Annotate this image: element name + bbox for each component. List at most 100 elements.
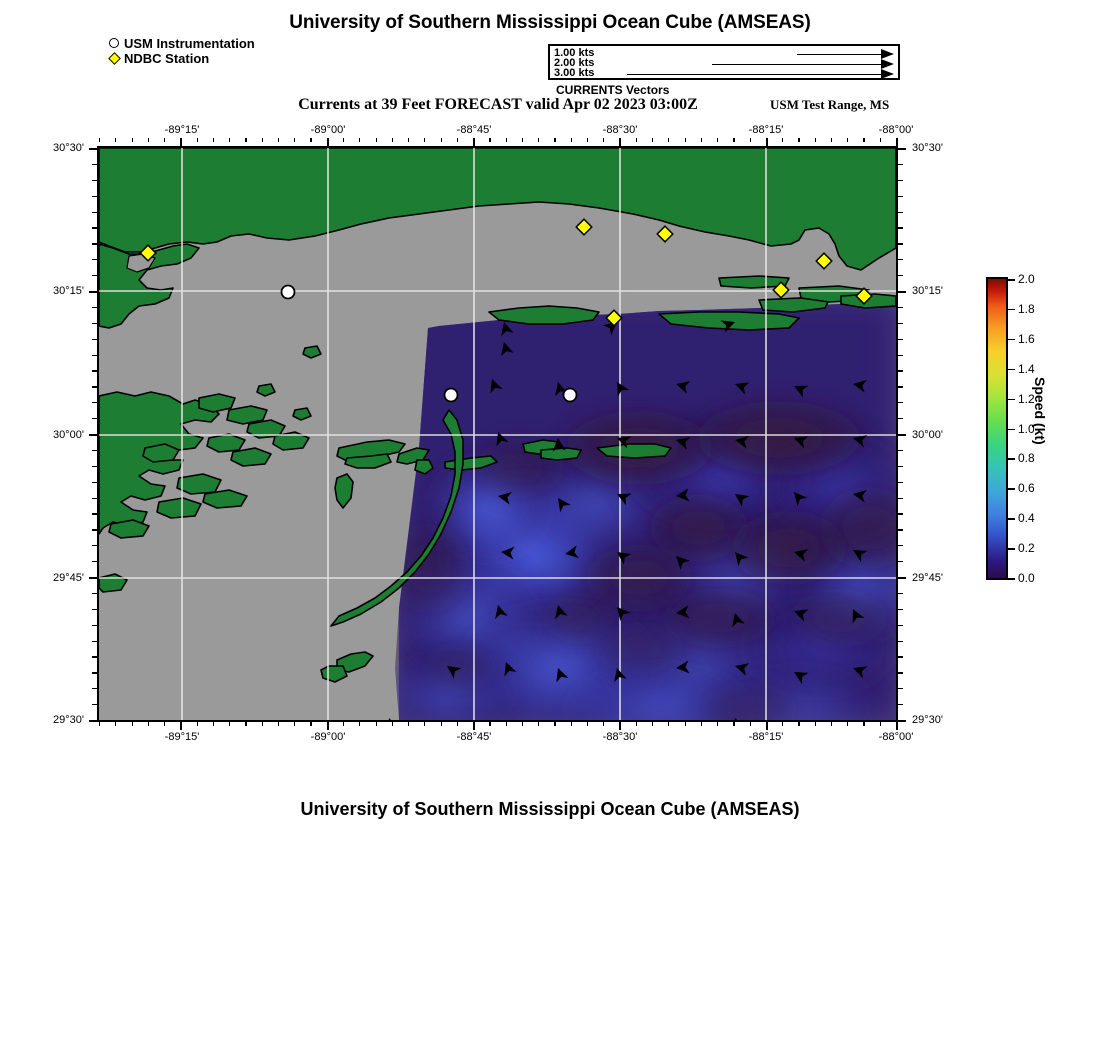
axis-minor-tick xyxy=(782,138,784,142)
axis-major-tick xyxy=(473,138,476,146)
axis-minor-tick xyxy=(898,227,903,229)
usm-instrumentation-marker[interactable] xyxy=(562,387,578,403)
axis-minor-tick xyxy=(245,138,247,142)
barrier-island-petit-bois xyxy=(596,443,672,459)
colorbar-tick xyxy=(1008,518,1015,520)
axis-minor-tick xyxy=(92,561,97,563)
current-vector-arrow xyxy=(794,436,809,449)
axis-minor-tick xyxy=(92,688,97,690)
axis-minor-tick xyxy=(554,722,556,726)
vector-scale-label-1kt: 1.00 kts xyxy=(554,47,595,59)
barrier-island-east-2 xyxy=(840,293,896,309)
ndbc-station-marker[interactable] xyxy=(815,252,833,270)
graticule-layer xyxy=(99,148,896,720)
axis-minor-tick xyxy=(700,722,702,726)
axis-major-tick xyxy=(89,148,97,150)
axis-minor-tick xyxy=(814,138,816,142)
delta-marsh-patch-6 xyxy=(230,447,272,467)
axis-major-tick xyxy=(898,148,906,150)
colorbar-tick-label: 1.0 xyxy=(1018,421,1035,436)
mississippi-delta-marsh xyxy=(99,391,220,535)
axis-minor-tick xyxy=(164,138,166,142)
axis-minor-tick xyxy=(635,138,637,142)
axis-minor-tick xyxy=(99,138,101,142)
axis-minor-tick xyxy=(391,722,393,726)
current-vector-arrow xyxy=(558,498,571,513)
axis-minor-tick xyxy=(898,386,903,388)
axis-minor-tick xyxy=(898,545,903,547)
ndbc-station-marker[interactable] xyxy=(855,287,873,305)
current-vector-arrow xyxy=(794,549,809,562)
current-vector-arrow xyxy=(555,382,568,397)
colorbar-tick xyxy=(1008,488,1015,490)
current-vector-arrow xyxy=(676,605,690,619)
axis-minor-tick xyxy=(489,722,491,726)
x-axis-ticks-bottom xyxy=(97,722,898,730)
axis-minor-tick xyxy=(717,722,719,726)
axis-major-tick xyxy=(765,722,768,730)
axis-minor-tick xyxy=(898,449,903,452)
ndbc-station-marker[interactable] xyxy=(575,218,593,236)
barrier-island-dauphin-west xyxy=(488,305,600,325)
current-vector-arrow xyxy=(794,492,808,507)
axis-minor-tick xyxy=(310,138,312,142)
usm-instrumentation-marker[interactable] xyxy=(443,387,459,403)
axis-minor-tick xyxy=(92,672,97,674)
colorbar-tick-label: 0.4 xyxy=(1018,511,1035,526)
axis-minor-tick xyxy=(898,608,903,610)
delta-marsh-speck-2 xyxy=(292,407,312,421)
axis-major-tick xyxy=(89,434,97,436)
axis-minor-tick xyxy=(898,354,903,356)
usm-instrumentation-marker[interactable] xyxy=(280,284,296,300)
axis-minor-tick xyxy=(879,722,881,726)
axis-minor-tick xyxy=(456,722,459,726)
axis-minor-tick xyxy=(733,138,735,142)
axis-minor-tick xyxy=(261,722,263,726)
current-vector-arrow xyxy=(852,609,865,624)
axis-minor-tick xyxy=(898,513,903,515)
axis-minor-tick xyxy=(92,624,97,626)
axis-minor-tick xyxy=(847,138,849,142)
axis-minor-tick xyxy=(196,722,198,726)
current-vector-arrow xyxy=(676,660,690,674)
axis-minor-tick xyxy=(408,138,410,142)
axis-minor-tick xyxy=(898,704,903,706)
axis-minor-tick xyxy=(310,722,312,726)
current-vector-arrow xyxy=(552,438,566,452)
y-axis-tick-label: 29°45' xyxy=(912,572,943,584)
x-axis-tick-label: -88°00' xyxy=(878,124,914,136)
axis-minor-tick xyxy=(898,195,903,197)
axis-minor-tick xyxy=(92,243,97,245)
axis-minor-tick xyxy=(603,138,605,142)
y-axis-ticks-right xyxy=(898,146,906,722)
map-canvas xyxy=(99,148,896,720)
colorbar-tick xyxy=(1008,428,1015,431)
legend-label-usm-instrumentation: USM Instrumentation xyxy=(124,36,255,51)
delta-marsh-patch-2 xyxy=(226,405,268,425)
axis-minor-tick xyxy=(652,138,654,142)
axis-minor-tick xyxy=(92,322,97,324)
x-axis-ticks-top xyxy=(97,138,898,146)
x-axis-tick-label: -89°15' xyxy=(164,124,200,136)
axis-minor-tick xyxy=(294,722,296,726)
ndbc-station-marker[interactable] xyxy=(605,309,623,327)
ndbc-station-marker[interactable] xyxy=(772,281,790,299)
x-axis-labels-top: -89°15' -89°00' -88°45' -88°30' -88°15' -88°0… xyxy=(97,124,914,140)
current-vector-arrow xyxy=(853,666,868,679)
axis-major-tick xyxy=(89,720,97,722)
axis-minor-tick xyxy=(898,640,903,642)
current-vector-arrow xyxy=(853,435,868,448)
axis-minor-tick xyxy=(898,561,903,563)
ndbc-station-marker[interactable] xyxy=(656,225,674,243)
ndbc-station-marker[interactable] xyxy=(139,244,157,262)
axis-minor-tick xyxy=(294,138,296,142)
axis-minor-tick xyxy=(92,529,97,531)
axis-minor-tick xyxy=(229,722,231,726)
currents-map[interactable] xyxy=(97,146,898,722)
current-vector-arrow xyxy=(565,545,579,559)
current-vector-layer xyxy=(387,320,868,720)
chandeleur-island-small xyxy=(414,459,434,475)
axis-minor-tick xyxy=(424,722,426,726)
vector-legend-caption: CURRENTS Vectors xyxy=(556,83,670,97)
axis-minor-tick xyxy=(229,138,231,142)
